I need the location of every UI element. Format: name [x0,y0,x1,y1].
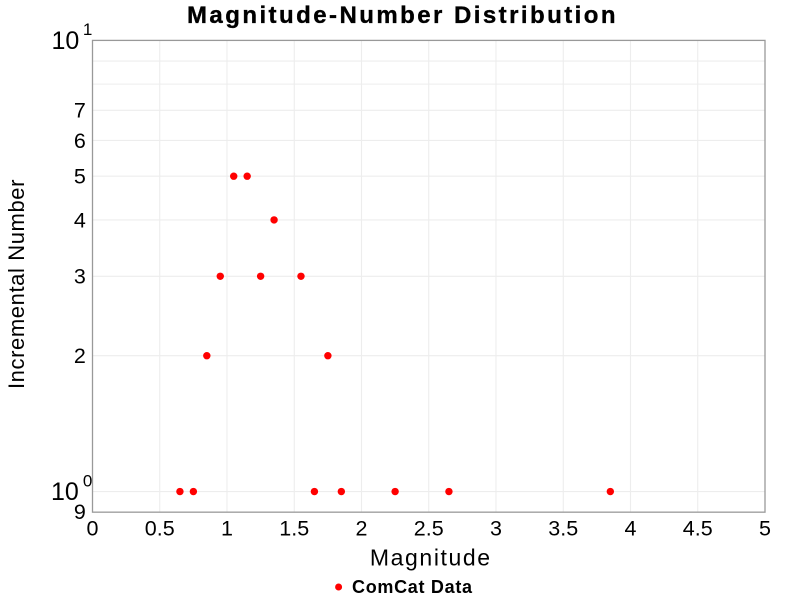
svg-text:0: 0 [87,517,99,541]
svg-text:0.5: 0.5 [145,517,175,541]
svg-text:4.5: 4.5 [683,517,713,541]
svg-text:1: 1 [221,517,233,541]
svg-text:3.5: 3.5 [548,517,578,541]
svg-text:5: 5 [759,517,771,541]
svg-text:5: 5 [74,165,86,189]
svg-text:4: 4 [625,517,637,541]
svg-text:Incremental Number: Incremental Number [4,179,29,389]
svg-text:6: 6 [74,129,86,153]
svg-text:10: 10 [51,27,79,55]
svg-text:1.5: 1.5 [279,517,309,541]
svg-text:4: 4 [74,208,86,232]
svg-text:2: 2 [74,344,86,368]
svg-text:3: 3 [490,517,502,541]
svg-text:1: 1 [83,20,92,39]
svg-text:9: 9 [74,500,86,524]
svg-text:7: 7 [74,99,86,123]
svg-text:2: 2 [356,517,368,541]
svg-text:ComCat Data: ComCat Data [352,577,473,597]
svg-text:Magnitude: Magnitude [370,544,492,570]
svg-text:10: 10 [51,478,79,506]
svg-text:3: 3 [74,265,86,289]
svg-text:Magnitude-Number Distribution: Magnitude-Number Distribution [187,2,618,29]
svg-text:2.5: 2.5 [414,517,444,541]
svg-text:0: 0 [83,472,92,491]
